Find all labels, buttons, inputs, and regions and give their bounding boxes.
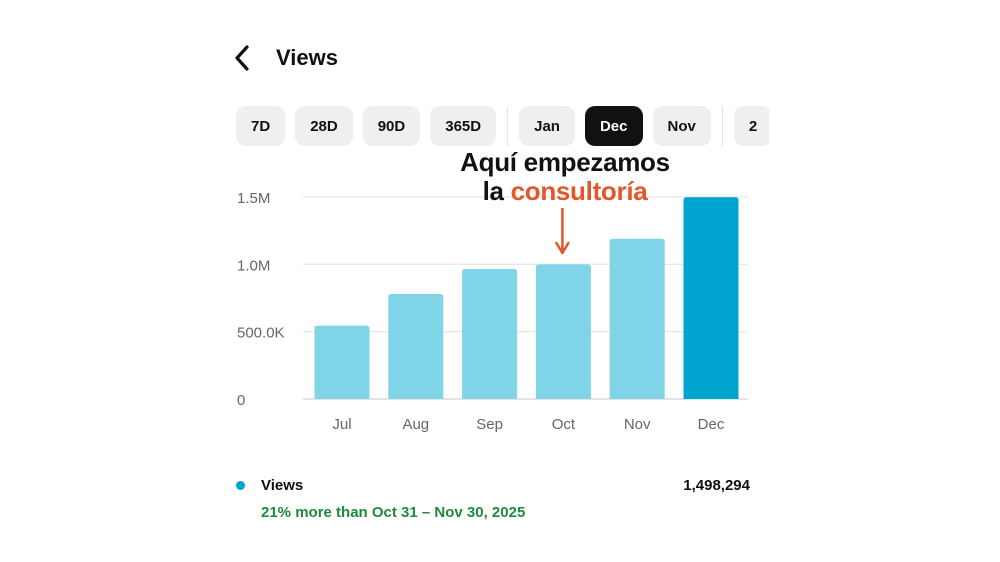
y-tick-label: 500.0K [237,325,285,342]
annotation-line-2: la consultoría [420,177,710,206]
bar [683,197,739,399]
x-tick-label: Dec [698,416,725,433]
bar [609,238,665,399]
arrow-down-icon [555,241,570,255]
annotation-prefix: la [482,176,511,206]
filter-chip-7d[interactable]: 7D [236,106,286,146]
page-header: Views [232,38,338,78]
legend-row: Views 1,498,294 [236,476,750,494]
bar [535,264,591,399]
chart-annotation: Aquí empezamos la consultoría [420,148,710,206]
comparison-text: 21% more than Oct 31 – Nov 30, 2025 [261,504,526,521]
filter-chip-partial[interactable]: 2 [733,106,769,146]
chart-legend: Views 1,498,294 21% more than Oct 31 – N… [236,476,750,521]
x-tick-label: Nov [624,416,651,433]
bar [314,325,370,399]
legend-total-value: 1,498,294 [683,476,750,494]
x-tick-label: Sep [476,416,503,433]
filter-chip-28d[interactable]: 28D [295,106,353,146]
filter-divider [507,106,509,146]
y-tick-label: 1.0M [237,257,270,274]
filter-divider [721,106,723,146]
back-button[interactable] [232,38,258,78]
filter-chip-90d[interactable]: 90D [362,106,421,146]
annotation-line-1: Aquí empezamos [460,147,670,177]
bar [388,293,444,399]
filter-chip-365d[interactable]: 365D [430,106,497,146]
x-tick-label: Oct [552,416,576,433]
bar [462,269,518,399]
y-tick-label: 1.5M [237,190,270,207]
chevron-left-icon [235,45,249,71]
filter-chip-nov[interactable]: Nov [652,106,711,146]
legend-series-label: Views [261,476,304,494]
y-tick-label: 0 [237,392,245,409]
filter-chip-jan[interactable]: Jan [519,106,575,146]
page-title: Views [276,45,338,70]
date-filter-bar: 7D 28D 90D 365D Jan Dec Nov 2 [236,106,769,146]
x-tick-label: Jul [332,416,351,433]
annotation-accent: consultoría [510,176,648,206]
filter-chip-dec[interactable]: Dec [584,106,643,146]
legend-dot-icon [236,480,245,490]
x-tick-label: Aug [402,416,429,433]
